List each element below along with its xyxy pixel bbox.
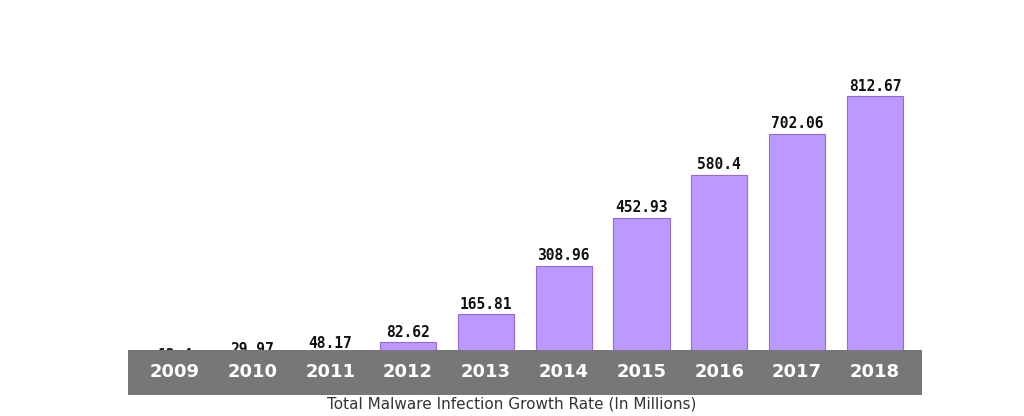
Bar xyxy=(380,342,436,370)
Text: Total Malware Infection Growth Rate (In Millions): Total Malware Infection Growth Rate (In … xyxy=(328,396,696,411)
Text: 82.62: 82.62 xyxy=(386,324,430,340)
Text: 29.97: 29.97 xyxy=(230,342,274,357)
Text: 812.67: 812.67 xyxy=(849,79,901,94)
Text: 2011: 2011 xyxy=(305,364,355,381)
Text: 165.81: 165.81 xyxy=(460,297,512,312)
Bar xyxy=(536,266,592,370)
Text: 12.4: 12.4 xyxy=(157,348,193,363)
Bar xyxy=(224,360,281,370)
Text: 2012: 2012 xyxy=(383,364,433,381)
Text: 2017: 2017 xyxy=(772,364,822,381)
Text: 2014: 2014 xyxy=(539,364,589,381)
Text: 48.17: 48.17 xyxy=(308,336,352,351)
Text: 308.96: 308.96 xyxy=(538,248,590,263)
Text: 2015: 2015 xyxy=(616,364,667,381)
Text: 2016: 2016 xyxy=(694,364,744,381)
Bar xyxy=(691,175,748,370)
Text: 2009: 2009 xyxy=(150,364,200,381)
Bar xyxy=(458,314,514,370)
Text: 2013: 2013 xyxy=(461,364,511,381)
Bar xyxy=(146,366,203,370)
Text: 702.06: 702.06 xyxy=(771,116,823,131)
Bar xyxy=(847,96,903,370)
Bar xyxy=(769,134,825,370)
Text: 2018: 2018 xyxy=(850,364,900,381)
Text: 580.4: 580.4 xyxy=(697,157,741,172)
Text: 2010: 2010 xyxy=(227,364,278,381)
Bar xyxy=(613,218,670,370)
Bar xyxy=(302,354,358,370)
Text: 452.93: 452.93 xyxy=(615,200,668,215)
